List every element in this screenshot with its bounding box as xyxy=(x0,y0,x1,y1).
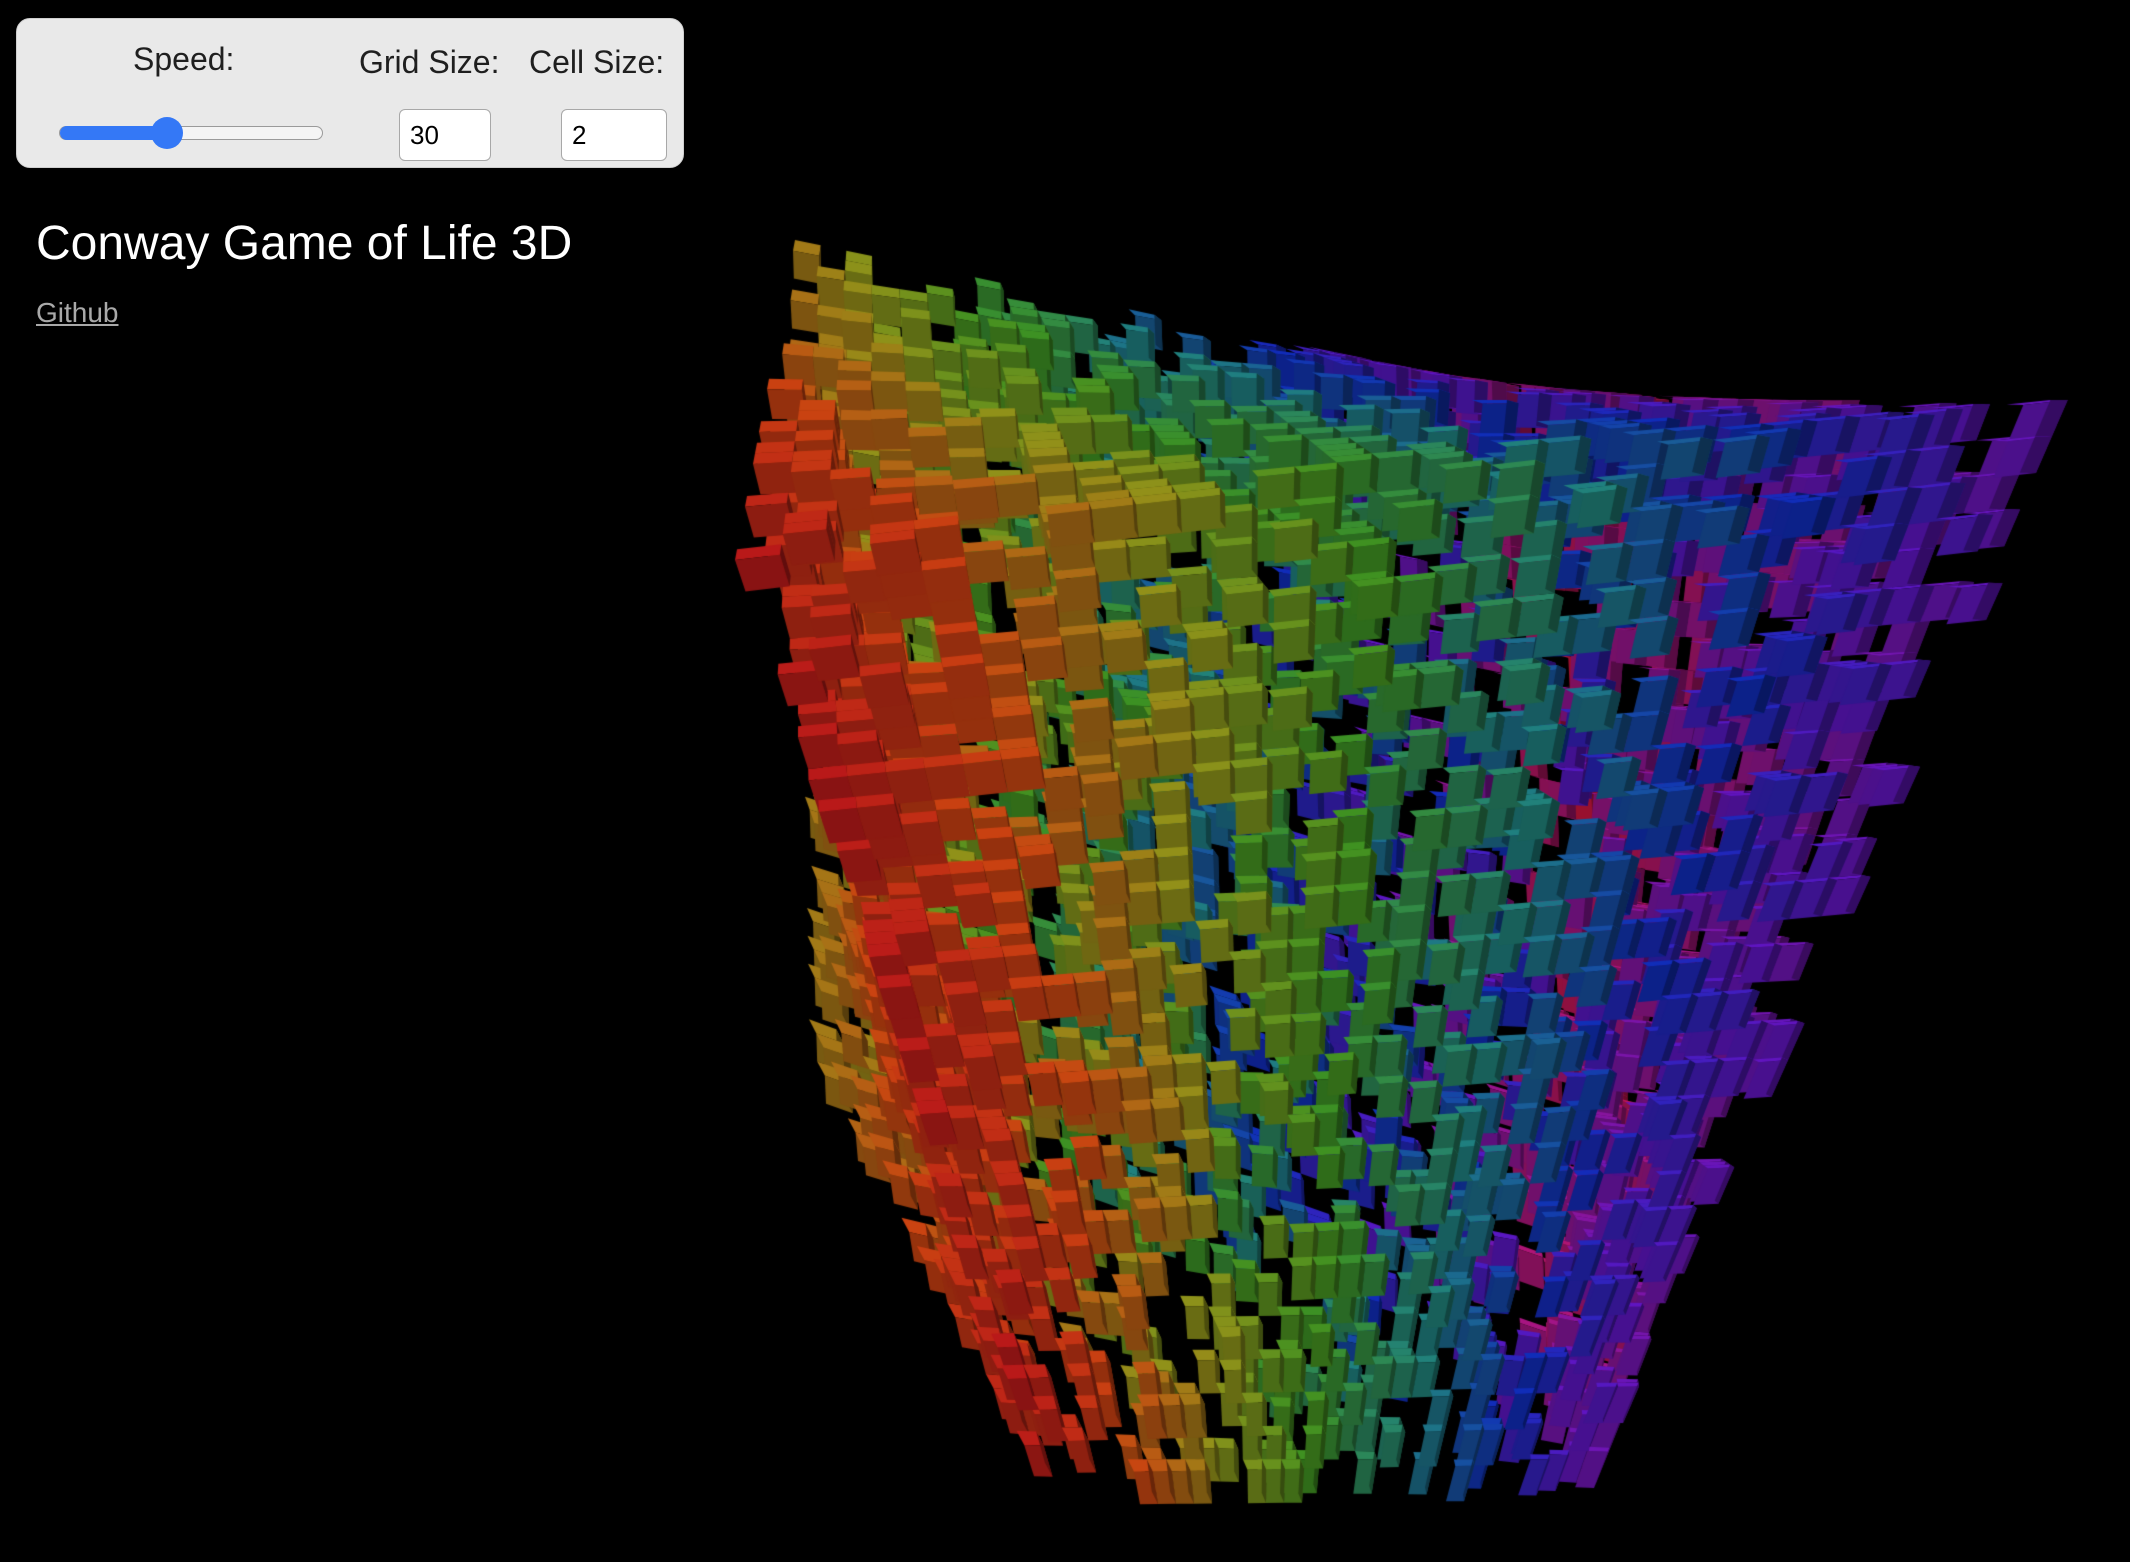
cell-size-input[interactable] xyxy=(561,109,667,161)
page-title: Conway Game of Life 3D xyxy=(36,217,573,270)
grid-size-label: Grid Size: xyxy=(359,44,500,80)
speed-slider-fill xyxy=(60,125,169,140)
speed-slider[interactable] xyxy=(45,115,337,151)
cell-size-label: Cell Size: xyxy=(529,44,665,80)
speed-slider-thumb[interactable] xyxy=(151,117,184,149)
control-panel: Speed: Grid Size: Cell Size: xyxy=(16,18,684,168)
speed-label: Speed: xyxy=(133,41,235,77)
github-link[interactable]: Github xyxy=(36,297,119,328)
grid-size-input[interactable] xyxy=(399,109,491,161)
speed-slider-track[interactable] xyxy=(59,125,323,140)
